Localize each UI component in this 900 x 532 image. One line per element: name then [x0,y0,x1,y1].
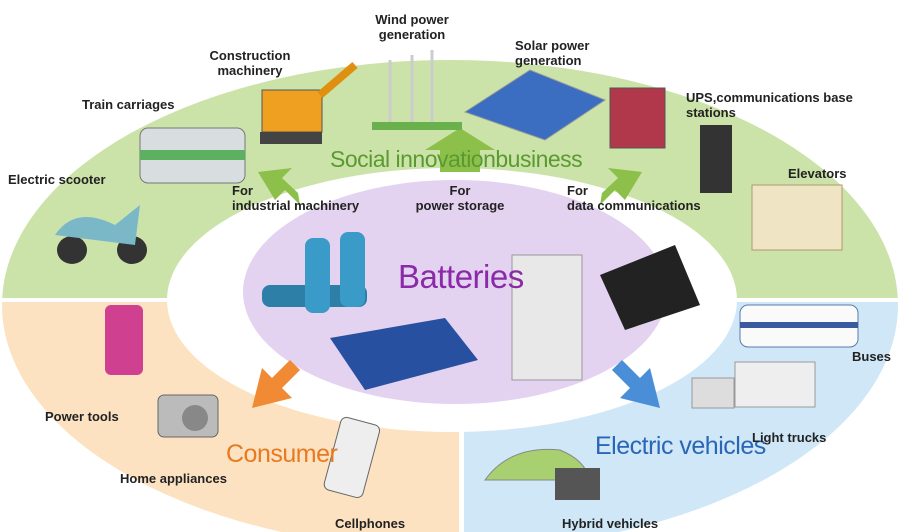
arrow-label: For data communications [567,183,701,213]
arrow [612,360,660,408]
item-label: Electric scooter [8,172,106,187]
item-label: Cellphones [335,516,406,531]
item-label: Light trucks [752,430,827,445]
arrow [600,168,642,205]
item-label: Solar power generation [515,38,590,68]
item-label: Elevators [788,166,847,181]
center-label: Batteries [398,258,524,295]
item-label: Power tools [45,409,119,424]
item-label: Hybrid vehicles [562,516,659,531]
arrow-label: For power storage [415,183,505,213]
item-label: Buses [852,349,892,364]
arrow [425,128,495,172]
icons [55,50,859,500]
item-label: Construction machinery [209,48,291,78]
arrow [252,360,300,408]
item-label: UPS,communications base stations [686,90,853,120]
item-label: Train carriages [82,97,175,112]
item-label: Wind power generation [375,12,449,42]
item-label: Home appliances [120,471,227,486]
arrow [258,168,300,205]
arrow-label: For industrial machinery [232,183,360,213]
segment-title: Electric vehicles [595,432,766,460]
segment-title: Social innovationbusiness [330,146,583,172]
segment-title: Consumer [226,440,338,468]
